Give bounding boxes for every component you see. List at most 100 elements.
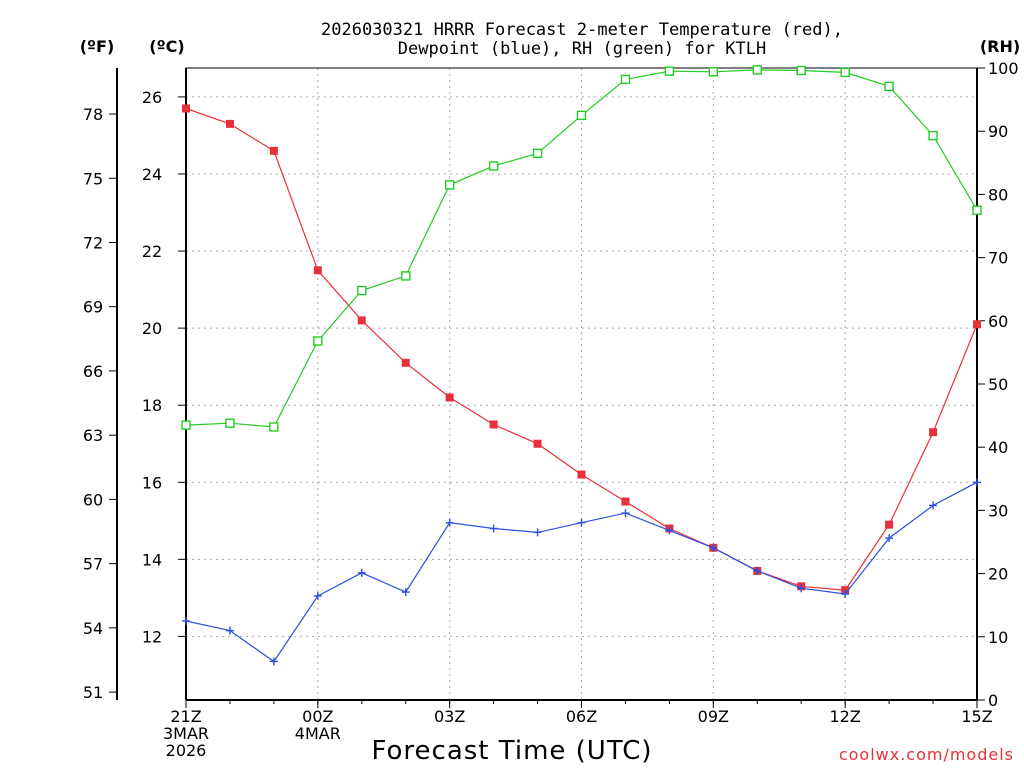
rh-tick-label: 20 [988,565,1008,584]
fahrenheit-tick-label: 72 [83,233,103,252]
fahrenheit-unit-label: (ºF) [80,37,115,56]
rh-tick-label: 70 [988,249,1008,268]
temperature-point [313,266,322,275]
x-tick-label: 06Z [566,707,597,726]
rh-tick-label: 30 [988,501,1008,520]
fahrenheit-tick-label: 78 [83,105,103,124]
rh-tick-label: 10 [988,628,1008,647]
temperature-point [885,520,894,529]
rh-unit-label: (RH) [980,37,1020,56]
site-credit: coolwx.com/models [839,745,1014,764]
temperature-point [182,104,190,113]
rh-point [708,67,719,77]
temperature-point [269,146,278,155]
rh-point [313,336,323,346]
dewpoint-point [621,509,630,518]
fahrenheit-tick-label: 51 [83,683,103,702]
x-tick-label: 09Z [698,707,729,726]
temperature-point [533,439,542,448]
x-tick-label: 2026 [166,741,207,760]
rh-point [532,148,543,159]
axes: 12 14 16 18 20 22 24 26 51 54 57 60 63 66 69 72 75 78 0 10 2… [83,59,1019,760]
temperature-point [577,470,586,479]
fahrenheit-tick-label: 54 [83,619,103,638]
rh-tick-label: 80 [988,185,1008,204]
celsius-tick-label: 26 [142,88,162,107]
rh-point [972,205,982,215]
rh-tick-label: 40 [988,438,1008,457]
temperature-point [621,497,630,506]
fahrenheit-tick-label: 63 [83,426,103,445]
x-tick-label: 03Z [434,707,465,726]
dewpoint-point [269,657,278,666]
x-tick-label: 15Z [961,707,992,726]
x-axis-label: Forecast Time (UTC) [371,736,652,766]
rh-tick-label: 50 [988,375,1008,394]
dewpoint-point [182,617,190,625]
dewpoint-point [445,518,454,527]
temperature-point [357,316,366,325]
x-tick-label: 3MAR [163,724,209,743]
x-tick-label: 00Z [302,707,333,726]
celsius-tick-label: 22 [142,242,162,261]
rh-point [664,66,675,76]
dewpoint-point [929,501,938,510]
rh-tick-label: 90 [988,122,1008,141]
rh-point [928,130,938,141]
rh-point [225,418,235,428]
x-tick-label: 21Z [170,707,201,726]
temperature-point [401,358,410,367]
x-tick-label: 12Z [830,707,861,726]
dewpoint-point [533,528,542,537]
chart-title-line-1: 2026030321 HRRR Forecast 2-meter Tempera… [321,20,843,40]
dewpoint-point [797,584,806,593]
chart-title-line-2: Dewpoint (blue), RH (green) for KTLH [398,39,766,59]
dewpoint-point [577,518,586,527]
rh-point [401,271,411,281]
rh-tick-label: 100 [988,59,1019,78]
temperature-point [929,428,938,437]
celsius-tick-label: 18 [142,396,162,415]
dewpoint-point [753,566,762,575]
dewpoint-point [225,626,234,635]
fahrenheit-tick-label: 60 [83,490,103,509]
fahrenheit-tick-label: 57 [83,555,103,574]
fahrenheit-tick-label: 75 [83,169,103,188]
fahrenheit-tick-label: 66 [83,362,103,381]
rh-point [488,161,499,171]
dewpoint-point [973,478,981,487]
rh-tick-label: 0 [988,691,998,710]
celsius-tick-label: 24 [142,165,162,184]
dewpoint-point [489,524,498,533]
temperature-point [973,320,981,329]
dewpoint-point [357,568,366,577]
dewpoint-point [313,591,322,600]
rh-point [840,67,850,78]
dewpoint-point [401,588,410,597]
fahrenheit-tick-label: 69 [83,298,103,317]
dewpoint-point [885,534,894,543]
temperature-point [489,420,498,429]
dewpoint-point [841,590,850,599]
rh-point [796,65,806,76]
rh-point [620,74,631,85]
celsius-unit-label: (ºC) [149,37,184,56]
dewpoint-point [709,543,718,552]
rh-point [357,285,367,296]
x-tick-label: 4MAR [295,724,341,743]
dewpoint-point [665,526,674,535]
rh-point [576,110,587,121]
rh-point [269,422,279,432]
temperature-point [445,393,454,402]
rh-point [181,420,191,430]
celsius-tick-label: 20 [142,319,162,338]
celsius-tick-label: 16 [142,473,162,492]
celsius-tick-label: 14 [142,550,162,569]
rh-point [752,65,762,75]
temperature-point [225,119,234,128]
rh-point [444,180,455,190]
rh-tick-label: 60 [988,312,1008,331]
rh-point [884,81,894,92]
